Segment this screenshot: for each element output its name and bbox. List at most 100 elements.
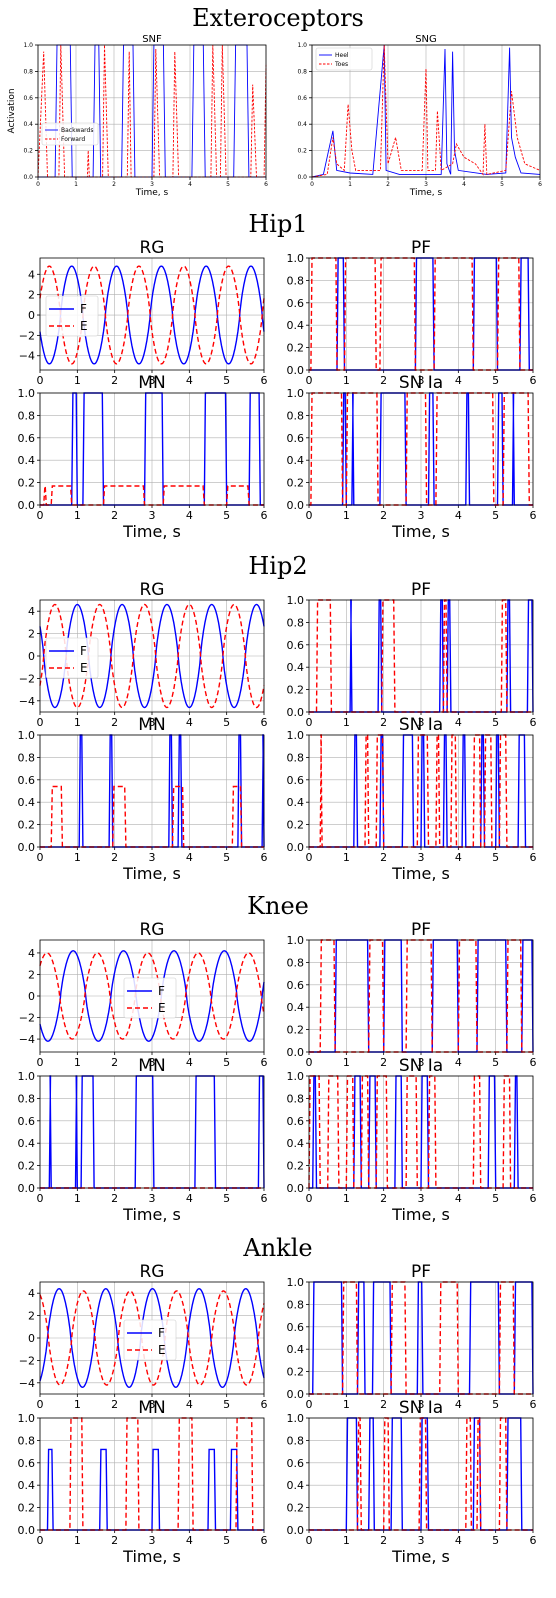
plot-rg: 0 1 2 3 4 5 6 −4 −2 0 2 4 RG FE: [19, 1262, 268, 1411]
x-tick-label: 4: [186, 716, 193, 729]
legend-label: E: [80, 319, 88, 333]
plot-sn-ia: 0 1 2 3 4 5 6 0.0 0.2 0.4 0.6 0.8 1.0 SN Ia Time, s: [287, 715, 537, 883]
y-tick-label: 0.0: [287, 499, 305, 512]
plot-frame: [39, 392, 265, 506]
x-tick-label: 3: [418, 1534, 425, 1547]
x-tick-label: 4: [462, 181, 466, 188]
y-tick-label: 4: [28, 947, 35, 960]
y-tick-label: 2: [28, 968, 35, 981]
y-tick-label: 0: [28, 309, 35, 322]
x-axis-label: Time, s: [391, 1547, 450, 1566]
x-tick-label: 0: [37, 509, 44, 522]
x-tick-label: 3: [150, 181, 154, 188]
x-tick-label: 4: [186, 509, 193, 522]
y-tick-label: 0.6: [287, 297, 305, 310]
x-tick-label: 0: [36, 181, 40, 188]
y-tick-label: 0: [28, 990, 35, 1003]
plot-frame: [39, 734, 265, 848]
y-tick-label: 1.0: [297, 42, 307, 49]
legend-box: [123, 1319, 177, 1361]
x-tick-label: 5: [226, 181, 230, 188]
plot-frame: [311, 44, 541, 178]
y-tick-label: 1.0: [287, 594, 305, 607]
y-tick-label: 0.8: [297, 68, 307, 75]
plot-frame: [39, 939, 265, 1053]
plot-title: MN: [138, 715, 165, 735]
series-1-line: [309, 392, 533, 506]
legend-label: E: [158, 1343, 166, 1357]
x-tick-label: 0: [37, 1056, 44, 1069]
x-tick-label: 6: [261, 1192, 268, 1205]
x-tick-label: 6: [261, 851, 268, 864]
y-tick-label: 1.0: [287, 387, 305, 400]
x-tick-label: 4: [455, 509, 462, 522]
y-tick-label: 0.2: [18, 1502, 36, 1515]
x-tick-label: 4: [455, 1534, 462, 1547]
plot-title: SNF: [142, 34, 162, 45]
y-tick-label: 1.0: [287, 1412, 305, 1425]
legend-label: Toes: [334, 61, 348, 68]
x-tick-label: 1: [343, 1192, 350, 1205]
x-tick-label: 0: [306, 1056, 313, 1069]
x-tick-label: 6: [530, 509, 537, 522]
y-tick-label: 0.4: [18, 1479, 36, 1492]
x-tick-label: 6: [261, 1534, 268, 1547]
y-tick-label: 0.8: [287, 1434, 305, 1447]
y-tick-label: 0.4: [287, 1479, 305, 1492]
section-title: Hip1: [248, 210, 307, 238]
x-axis-label: Time, s: [391, 522, 450, 541]
plot-title: MN: [138, 1398, 165, 1418]
x-tick-label: 4: [455, 1056, 462, 1069]
y-tick-label: 0.0: [23, 174, 33, 181]
y-tick-label: 2: [28, 1310, 35, 1323]
y-tick-label: 1.0: [287, 729, 305, 742]
y-tick-label: −2: [19, 1354, 35, 1367]
x-tick-label: 4: [455, 716, 462, 729]
y-tick-label: 0.0: [18, 499, 36, 512]
x-tick-label: 2: [380, 509, 387, 522]
y-tick-label: 0.4: [18, 1137, 36, 1150]
x-tick-label: 4: [186, 851, 193, 864]
x-axis-label: Time, s: [135, 188, 169, 198]
x-tick-label: 1: [74, 374, 81, 387]
section-title: Exteroceptors: [192, 4, 364, 32]
x-tick-label: 1: [343, 374, 350, 387]
x-tick-label: 2: [112, 181, 116, 188]
plot-frame: [39, 1281, 265, 1395]
x-tick-label: 2: [386, 181, 390, 188]
legend-label: E: [158, 1001, 166, 1015]
plot-title: RG: [140, 920, 165, 940]
x-tick-label: 1: [74, 1398, 81, 1411]
x-tick-label: 6: [530, 374, 537, 387]
y-tick-label: 0.4: [287, 1001, 305, 1014]
x-tick-label: 5: [492, 1398, 499, 1411]
plot-rg: 0 1 2 3 4 5 6 −4 −2 0 2 4 RG FE: [19, 920, 268, 1069]
plot-title: SN Ia: [399, 1056, 443, 1076]
plot-title: SN Ia: [399, 1398, 443, 1418]
plot-title: RG: [140, 1262, 165, 1282]
x-tick-label: 3: [424, 181, 428, 188]
y-tick-label: 0: [28, 1332, 35, 1345]
x-tick-label: 4: [455, 851, 462, 864]
y-tick-label: 0.6: [287, 774, 305, 787]
plot-frame: [308, 1281, 534, 1395]
plot-frame: [308, 257, 534, 371]
x-tick-label: 5: [223, 509, 230, 522]
series-toes-line: [311, 44, 541, 178]
plot-frame: [37, 44, 267, 178]
series-e-line: [39, 603, 265, 709]
x-axis-label: Time, s: [122, 522, 181, 541]
x-tick-label: 6: [264, 181, 268, 188]
series-f-line: [39, 603, 265, 709]
plot-title: RG: [140, 238, 165, 258]
x-tick-label: 2: [380, 716, 387, 729]
x-tick-label: 3: [149, 1056, 156, 1069]
y-tick-label: 0.0: [287, 1524, 305, 1537]
y-tick-label: 0.8: [287, 616, 305, 629]
plot-frame: [308, 392, 534, 506]
plot-title: PF: [411, 238, 431, 258]
x-axis-label: Time, s: [409, 188, 443, 198]
y-tick-label: 1.0: [287, 934, 305, 947]
x-tick-label: 4: [186, 1534, 193, 1547]
y-tick-label: 0.0: [287, 1388, 305, 1401]
